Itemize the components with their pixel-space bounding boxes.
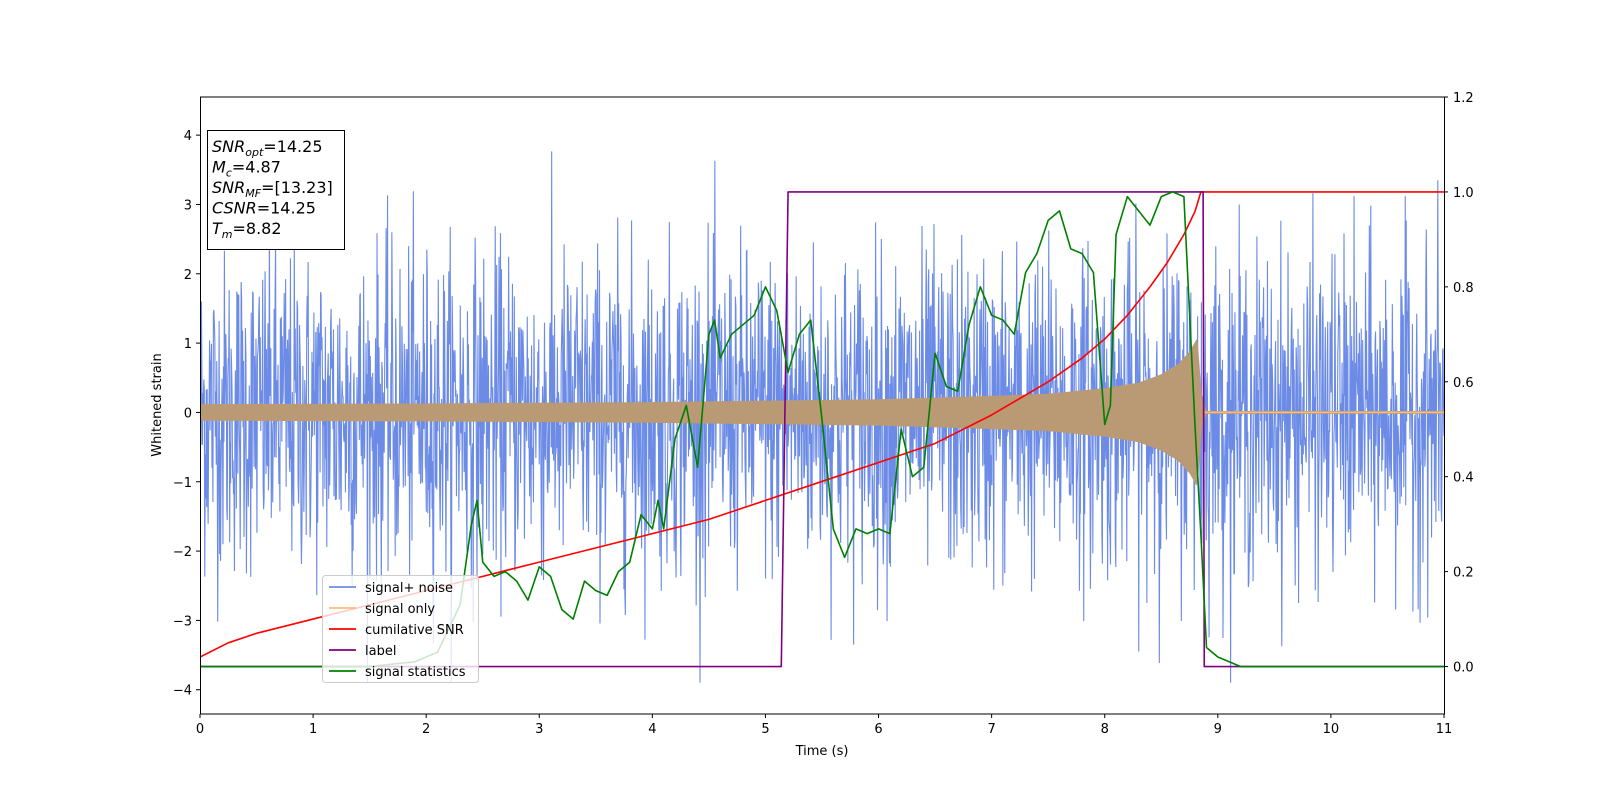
info-box-line: SNRopt=14.25	[212, 137, 323, 159]
y2-tick-label: 0.8	[1453, 281, 1474, 296]
y2-tick-label: 1.0	[1453, 186, 1474, 201]
legend-label: signal statistics	[365, 665, 466, 680]
info-box-line: Tm=8.82	[212, 219, 282, 241]
y2-tick-label: 0.0	[1453, 661, 1474, 676]
y-tick-label: −3	[173, 614, 192, 629]
y2-tick-label: 1.2	[1453, 91, 1474, 106]
y-tick-label: 0	[184, 406, 192, 421]
y-tick-label: 2	[184, 268, 192, 283]
info-box-line: CSNR=14.25	[212, 199, 316, 218]
legend-label: label	[365, 644, 396, 659]
y-tick-label: 1	[184, 337, 192, 352]
y-tick-label: −1	[173, 476, 192, 491]
y-tick-label: 4	[184, 129, 192, 144]
info-box-line: Mc=4.87	[212, 158, 281, 180]
legend-label: cumilative SNR	[365, 623, 464, 638]
info-box: SNRopt=14.25Mc=4.87SNRMF=[13.23]CSNR=14.…	[207, 130, 345, 250]
y-tick-label: 3	[184, 198, 192, 213]
plot-frame	[200, 96, 1445, 715]
x-tick-label: 11	[1436, 722, 1453, 737]
x-tick-label: 3	[535, 722, 543, 737]
info-box-line: SNRMF=[13.23]	[212, 178, 333, 200]
x-tick-label: 6	[874, 722, 882, 737]
x-tick-label: 9	[1214, 722, 1222, 737]
x-tick-label: 0	[196, 722, 204, 737]
x-tick-label: 8	[1101, 722, 1109, 737]
series-signal-statistics-line	[200, 191, 1444, 668]
info-box-frame	[207, 130, 345, 250]
y2-tick-label: 0.2	[1453, 566, 1474, 581]
x-tick-label: 7	[987, 722, 995, 737]
y-axis-label: Whitened strain	[150, 353, 165, 456]
y2-tick-label: 0.4	[1453, 471, 1474, 486]
y2-tick-label: 0.6	[1453, 376, 1474, 391]
y-axis-right: 0.0 0.2 0.4 0.6 0.8 1.0 1.2	[1444, 91, 1474, 676]
y-tick-label: −4	[173, 684, 192, 699]
x-tick-label: 10	[1323, 722, 1340, 737]
legend: signal+ noise signal only cumilative SNR la…	[322, 575, 479, 683]
x-tick-label: 4	[648, 722, 656, 737]
x-tick-label: 2	[422, 722, 430, 737]
x-axis: 0 1 2 3 4 5 6 7 8 9 10 11	[196, 714, 1452, 737]
y-tick-label: −2	[173, 545, 192, 560]
y-axis-left: −4 −3 −2 −1 0 1 2 3 4	[173, 129, 200, 699]
series-signal-only-area	[200, 339, 1444, 486]
x-axis-label: Time (s)	[795, 744, 849, 759]
legend-label: signal only	[365, 602, 435, 617]
legend-label: signal+ noise	[365, 581, 453, 596]
x-tick-label: 1	[309, 722, 317, 737]
legend-frame	[322, 575, 479, 683]
x-tick-label: 5	[761, 722, 769, 737]
